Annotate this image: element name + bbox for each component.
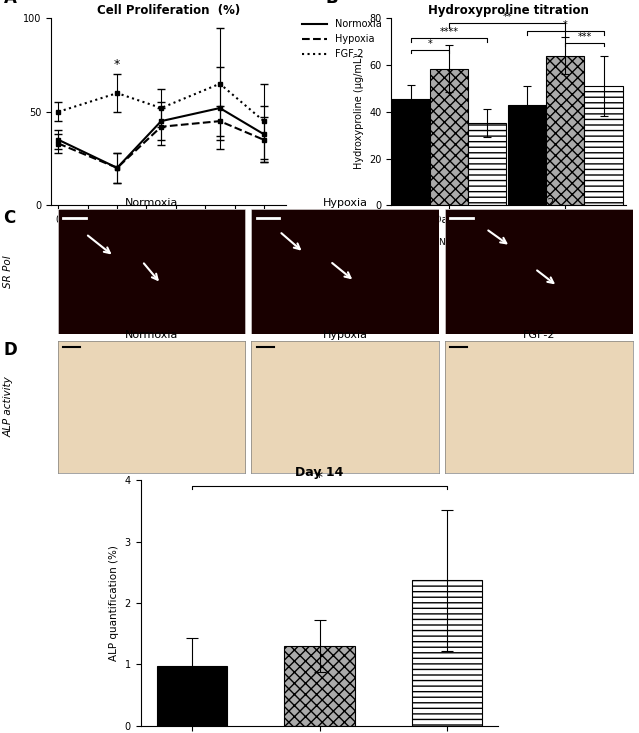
Bar [284,646,355,726]
Text: ALP activity: ALP activity [3,377,13,437]
Legend: Normoxia, Hypoxia, FGF-2: Normoxia, Hypoxia, FGF-2 [302,20,381,59]
Text: A: A [4,0,17,7]
Bar [546,56,585,205]
Bar [468,123,506,205]
Title: Normoxia: Normoxia [125,330,178,340]
Text: **: ** [502,12,512,22]
Title: Day 14: Day 14 [295,466,344,479]
Title: FGF-2: FGF-2 [523,198,555,208]
Text: C: C [3,209,15,227]
Title: Cell Proliferation  (%): Cell Proliferation (%) [97,4,240,17]
Text: *: * [114,58,120,70]
Text: *: * [316,471,323,485]
Title: Hypoxia: Hypoxia [323,330,367,340]
Bar [392,99,430,205]
Title: FGF-2: FGF-2 [523,330,555,340]
Legend: Normoxia, Hypoxia, FGF-2: Normoxia, Hypoxia, FGF-2 [414,234,604,250]
Text: B: B [326,0,339,7]
Title: Hypoxia: Hypoxia [323,198,367,208]
Text: ***: *** [578,32,592,42]
Title: Normoxia: Normoxia [125,198,178,208]
Bar [412,581,482,726]
Y-axis label: ALP quantification (%): ALP quantification (%) [109,545,119,661]
Text: *: * [427,39,432,48]
Bar [157,666,227,726]
Bar [508,105,546,205]
Bar [430,69,468,205]
Text: ****: **** [440,27,458,37]
Text: *: * [563,20,567,30]
Y-axis label: Hydroxyproline (µg/mL): Hydroxyproline (µg/mL) [354,54,364,169]
Text: D: D [3,341,17,359]
Bar [585,86,623,205]
Text: SR Pol: SR Pol [3,255,13,287]
Title: Hydroxyproline titration: Hydroxyproline titration [428,4,589,17]
